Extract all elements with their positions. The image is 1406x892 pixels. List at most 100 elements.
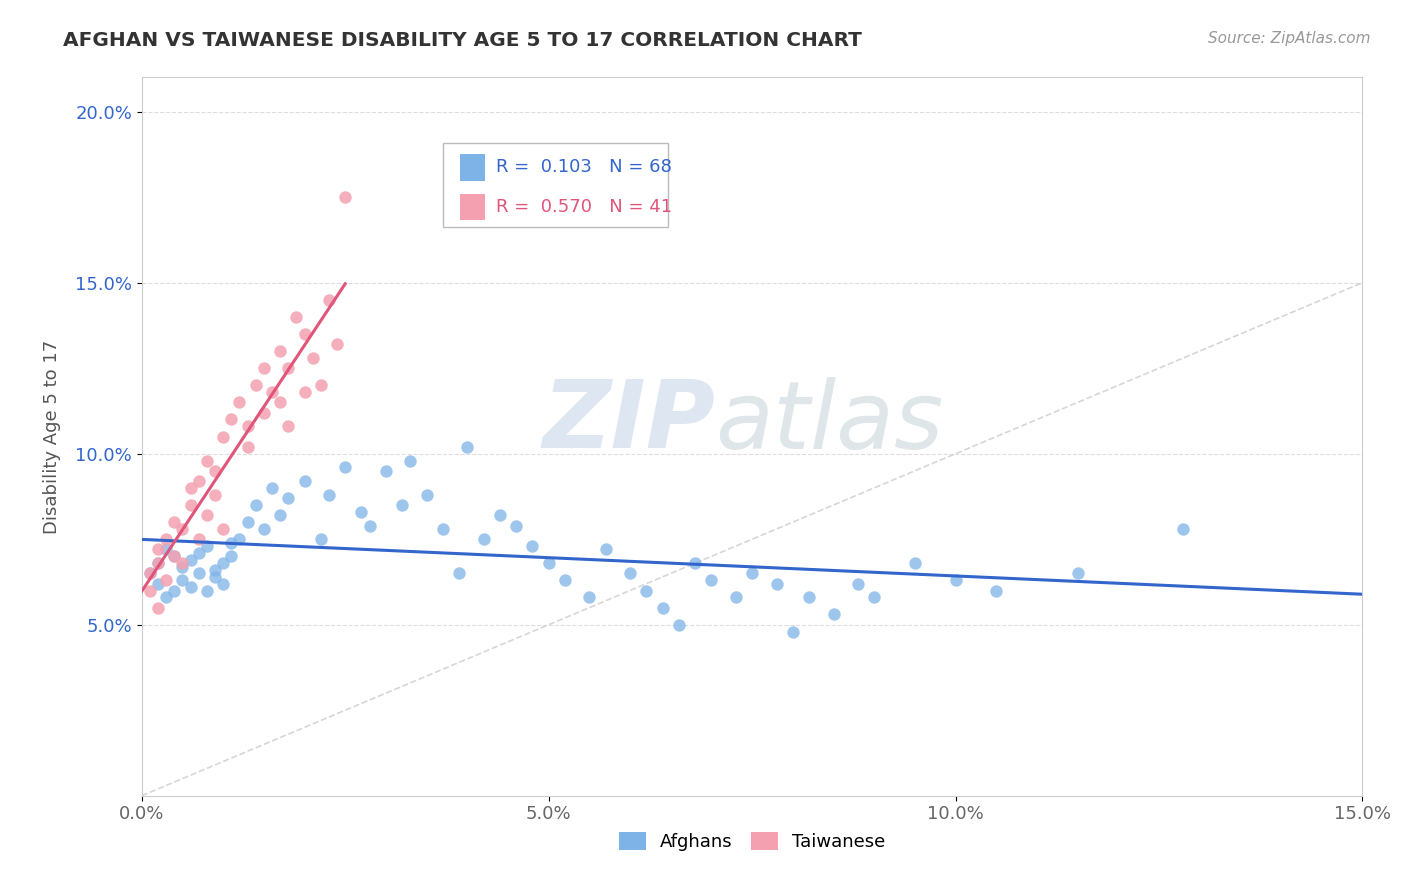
Point — [269, 344, 291, 359]
Point — [253, 361, 276, 376]
Y-axis label: Disability Age 5 to 17: Disability Age 5 to 17 — [44, 340, 60, 533]
Point — [253, 522, 276, 536]
Point — [309, 533, 332, 547]
Point — [863, 591, 886, 605]
Point — [228, 395, 250, 409]
Point — [146, 576, 169, 591]
Point — [683, 556, 706, 570]
Point — [163, 583, 186, 598]
Point — [554, 574, 576, 588]
Point — [823, 607, 845, 622]
Point — [195, 539, 218, 553]
Point — [253, 406, 276, 420]
Point — [277, 361, 299, 376]
Point — [187, 566, 209, 581]
Point — [318, 293, 340, 307]
Point — [187, 546, 209, 560]
Point — [578, 591, 600, 605]
Point — [212, 522, 235, 536]
Point — [294, 385, 316, 400]
Point — [172, 556, 194, 570]
Point — [359, 518, 381, 533]
Point — [204, 570, 226, 584]
Point — [449, 566, 471, 581]
Point — [187, 533, 209, 547]
Point — [335, 460, 357, 475]
Point — [537, 556, 560, 570]
Point — [245, 378, 267, 392]
Point — [163, 549, 186, 564]
Point — [155, 533, 177, 547]
Point — [522, 539, 544, 553]
Point — [204, 488, 226, 502]
Point — [163, 549, 186, 564]
Point — [277, 491, 299, 505]
Point — [204, 464, 226, 478]
Point — [1066, 566, 1088, 581]
Point — [146, 556, 169, 570]
Point — [374, 464, 396, 478]
Point — [155, 591, 177, 605]
Point — [172, 559, 194, 574]
Point — [236, 419, 259, 434]
Text: AFGHAN VS TAIWANESE DISABILITY AGE 5 TO 17 CORRELATION CHART: AFGHAN VS TAIWANESE DISABILITY AGE 5 TO … — [63, 31, 862, 50]
Point — [195, 508, 218, 523]
Point — [180, 498, 202, 512]
Point — [294, 326, 316, 341]
Point — [204, 563, 226, 577]
Point — [765, 576, 787, 591]
Point — [180, 553, 202, 567]
Point — [219, 412, 242, 426]
Point — [187, 474, 209, 488]
Point — [155, 574, 177, 588]
Point — [326, 337, 349, 351]
Point — [945, 574, 967, 588]
Point — [301, 351, 323, 365]
Point — [139, 566, 162, 581]
Point — [180, 481, 202, 495]
Point — [619, 566, 641, 581]
Point — [335, 190, 357, 204]
Text: Source: ZipAtlas.com: Source: ZipAtlas.com — [1208, 31, 1371, 46]
Point — [636, 583, 658, 598]
Point — [415, 488, 437, 502]
Point — [180, 580, 202, 594]
Point — [212, 576, 235, 591]
Point — [219, 535, 242, 549]
Point — [904, 556, 927, 570]
Point — [195, 583, 218, 598]
Point — [399, 453, 422, 467]
Point — [195, 453, 218, 467]
Point — [260, 481, 283, 495]
Point — [219, 549, 242, 564]
Point — [986, 583, 1008, 598]
Point — [595, 542, 617, 557]
Point — [236, 515, 259, 529]
Point — [139, 566, 162, 581]
Point — [668, 617, 690, 632]
Point — [456, 440, 478, 454]
Point — [236, 440, 259, 454]
Point — [391, 498, 413, 512]
Text: R =  0.103   N = 68: R = 0.103 N = 68 — [496, 158, 672, 177]
Point — [488, 508, 510, 523]
Point — [155, 542, 177, 557]
Point — [163, 515, 186, 529]
Point — [432, 522, 454, 536]
Point — [505, 518, 527, 533]
Point — [260, 385, 283, 400]
Point — [846, 576, 869, 591]
Point — [172, 574, 194, 588]
Point — [146, 600, 169, 615]
Point — [318, 488, 340, 502]
Point — [212, 429, 235, 443]
Point — [269, 508, 291, 523]
Point — [472, 533, 495, 547]
Point — [309, 378, 332, 392]
Point — [212, 556, 235, 570]
Point — [139, 583, 162, 598]
Text: ZIP: ZIP — [543, 376, 716, 468]
Point — [277, 419, 299, 434]
Point — [782, 624, 804, 639]
Point — [228, 533, 250, 547]
